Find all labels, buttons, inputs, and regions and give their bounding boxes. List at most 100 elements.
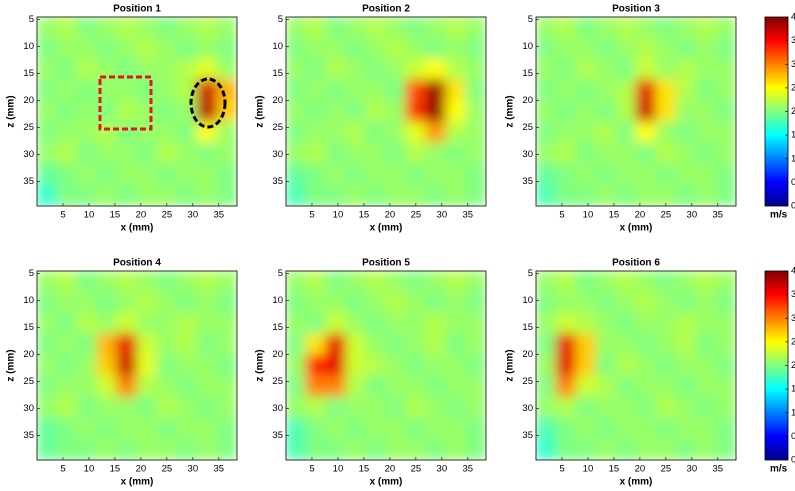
cell: [305, 142, 327, 165]
cell: [96, 79, 118, 102]
cell: [37, 417, 58, 440]
y-axis-label: z (mm): [505, 95, 516, 127]
cell: [116, 17, 138, 39]
cell: [465, 163, 486, 186]
cell: [715, 271, 736, 293]
cell: [536, 333, 557, 356]
cell: [156, 396, 178, 419]
cell: [286, 17, 307, 39]
cell: [615, 291, 637, 314]
cell: [555, 312, 577, 335]
cell: [286, 100, 307, 123]
cell: [345, 438, 367, 460]
cell: [116, 333, 138, 356]
cell: [405, 354, 427, 377]
y-tick-label: 10: [23, 295, 34, 306]
cell: [345, 333, 367, 356]
cell: [156, 121, 178, 144]
cell: [425, 121, 447, 144]
x-tick-label: 35: [214, 210, 225, 221]
cell: [405, 58, 427, 81]
x-tick-label: 20: [136, 464, 147, 475]
x-tick-label: 35: [713, 464, 724, 475]
cell: [176, 396, 198, 419]
heatmap-cells: [286, 271, 486, 460]
cell: [575, 58, 597, 81]
cell: [116, 79, 138, 102]
cell: [176, 417, 198, 440]
cell: [305, 291, 327, 314]
cell: [555, 291, 577, 314]
cell: [635, 375, 657, 398]
cell: [615, 312, 637, 335]
cell: [305, 333, 327, 356]
y-tick-label: 30: [272, 149, 283, 160]
cell: [405, 163, 427, 186]
cell: [345, 163, 367, 186]
cell: [176, 121, 198, 144]
cell: [615, 17, 637, 39]
cell: [405, 375, 427, 398]
cell: [695, 438, 717, 460]
cell: [325, 37, 347, 60]
cell: [286, 184, 307, 206]
cell: [405, 142, 427, 165]
cell: [365, 37, 387, 60]
x-tick-label: 10: [583, 210, 594, 221]
cell: [176, 163, 198, 186]
cell: [76, 271, 98, 293]
cell: [325, 100, 347, 123]
cell: [595, 396, 617, 419]
y-axis-label: z (mm): [6, 95, 17, 127]
cell: [196, 163, 218, 186]
cell: [156, 142, 178, 165]
cell: [325, 438, 347, 460]
cell: [615, 417, 637, 440]
cell: [536, 79, 557, 102]
x-tick-label: 20: [635, 210, 646, 221]
cell: [695, 333, 717, 356]
cell: [196, 79, 218, 102]
cell: [196, 142, 218, 165]
cell: [575, 438, 597, 460]
cell: [56, 354, 78, 377]
cell: [325, 79, 347, 102]
cell: [595, 58, 617, 81]
cell: [37, 312, 58, 335]
cell: [615, 271, 637, 293]
cell: [176, 184, 198, 206]
axes-frame: [535, 16, 737, 207]
cell: [37, 17, 58, 39]
y-tick-label: 15: [522, 68, 533, 79]
cell: [76, 375, 98, 398]
cell: [345, 17, 367, 39]
cell: [56, 271, 78, 293]
cell: [56, 142, 78, 165]
cell: [385, 100, 407, 123]
cell: [325, 271, 347, 293]
cell: [56, 58, 78, 81]
cell: [196, 271, 218, 293]
cell: [465, 354, 486, 377]
cell: [715, 438, 736, 460]
cell: [345, 37, 367, 60]
cell: [216, 58, 237, 81]
y-tick-label: 30: [522, 403, 533, 414]
cell: [76, 17, 98, 39]
cell: [575, 312, 597, 335]
cell: [536, 184, 557, 206]
cell: [635, 396, 657, 419]
x-tick-label: 10: [84, 210, 95, 221]
cell: [385, 333, 407, 356]
y-tick-label: 25: [522, 376, 533, 387]
cell: [156, 79, 178, 102]
cell: [216, 291, 237, 314]
cell: [536, 291, 557, 314]
cell: [555, 17, 577, 39]
cell: [655, 17, 677, 39]
cell: [595, 333, 617, 356]
cell: [37, 142, 58, 165]
cell: [96, 291, 118, 314]
cell: [635, 163, 657, 186]
